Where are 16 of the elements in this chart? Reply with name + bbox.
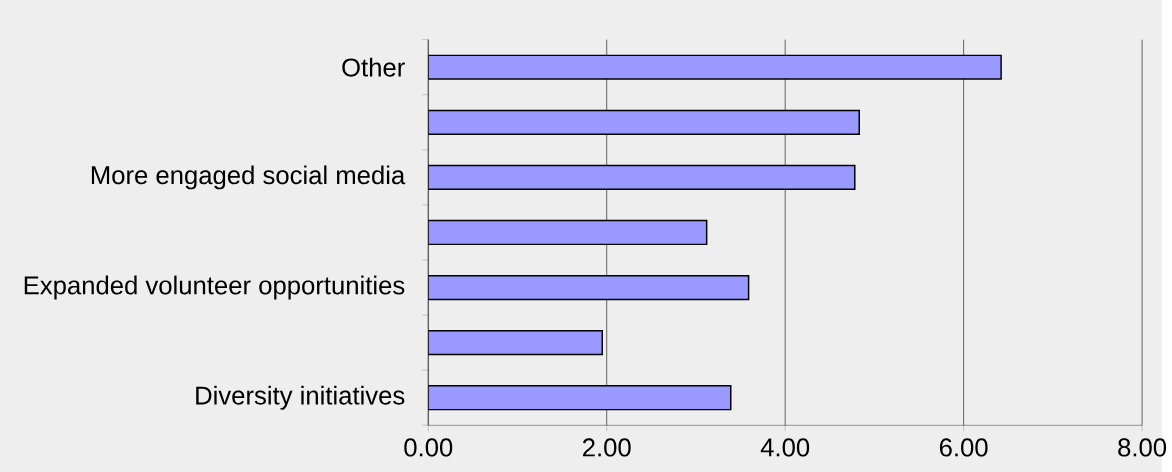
x-tick-label: 8.00 — [1118, 438, 1167, 457]
bar — [428, 164, 856, 191]
bar — [428, 385, 732, 411]
x-tick-label: 0.00 — [404, 438, 453, 457]
y-tick-label: Expanded volunteer opportunities — [24, 275, 405, 300]
x-tick-label: 4.00 — [760, 438, 810, 457]
bar — [428, 330, 604, 356]
y-tick-label: More engaged social media — [91, 165, 406, 190]
y-tick-label: Diversity initiatives — [196, 385, 405, 410]
y-tick-label: Other — [342, 57, 405, 77]
bar — [428, 274, 750, 301]
x-tick-label: 6.00 — [939, 438, 988, 457]
bar — [428, 109, 860, 135]
bar — [428, 54, 1002, 80]
x-tick-label: 2.00 — [583, 438, 631, 457]
bar — [428, 219, 708, 246]
